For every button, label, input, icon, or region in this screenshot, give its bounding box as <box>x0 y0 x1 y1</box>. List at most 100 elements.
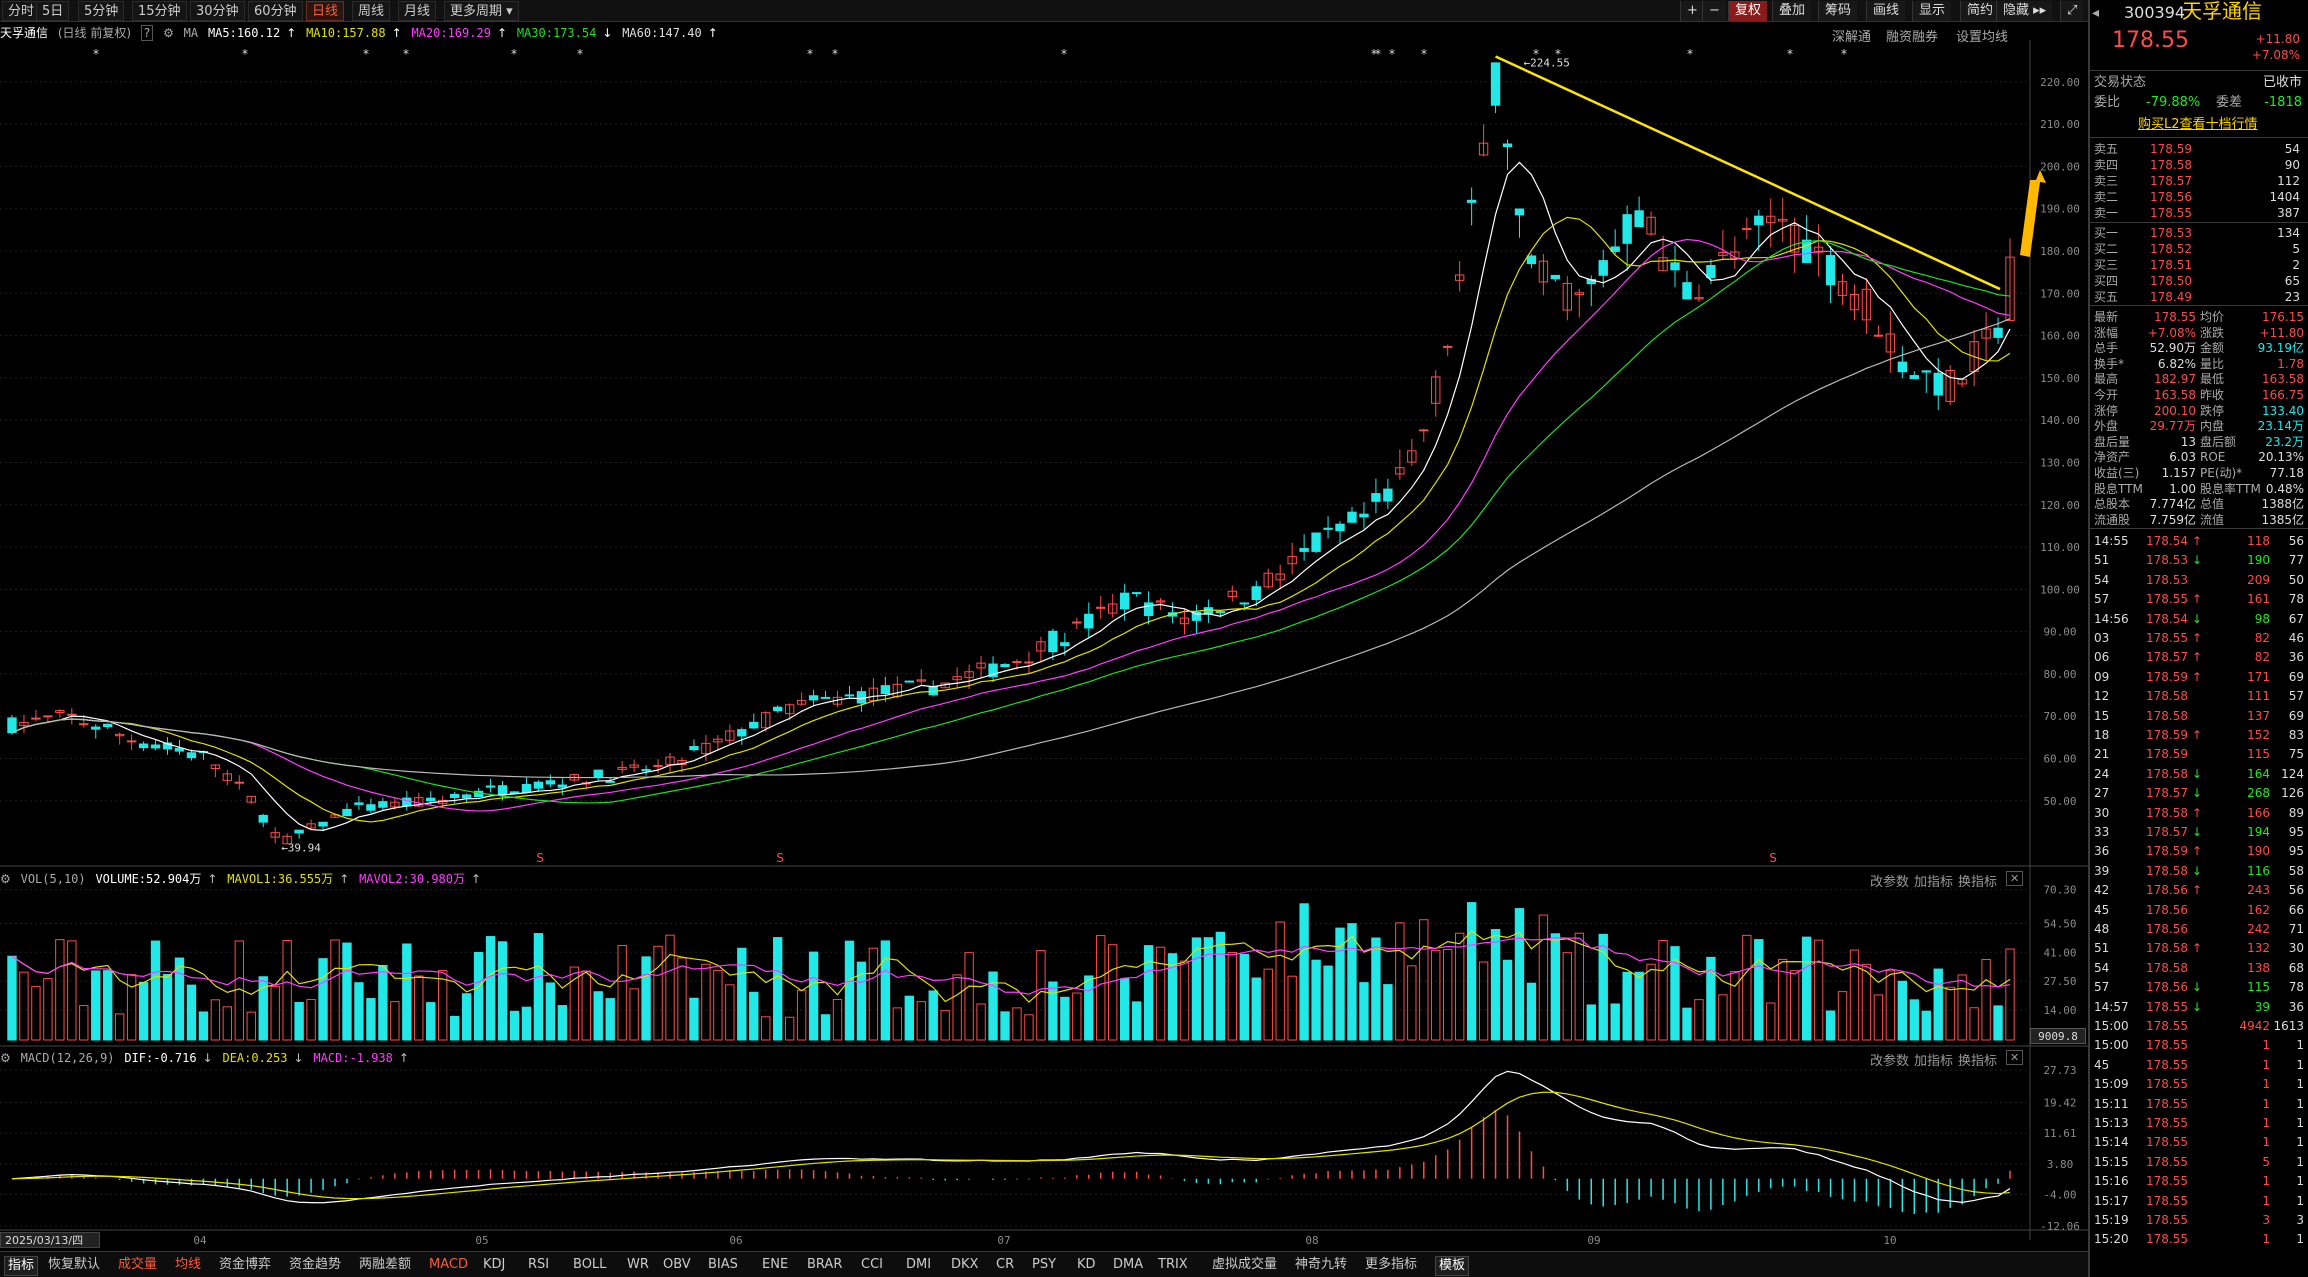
indicator-tab-1[interactable]: 恢复默认 <box>48 1257 101 1272</box>
toolbar-right-button-2[interactable]: 复权 <box>1728 1 1768 21</box>
period-9-button[interactable]: 更多周期 ▾ <box>444 1 519 21</box>
bid-label: 买五 <box>2094 290 2119 304</box>
indicator-tab-7[interactable]: MACD <box>429 1257 468 1272</box>
macd-dif: DIF:-0.716 <box>124 1051 197 1065</box>
period-0-button[interactable]: 分时 <box>2 1 41 21</box>
indicator-tab-20[interactable]: PSY <box>1032 1257 1057 1272</box>
candle-up <box>1155 600 1166 603</box>
indicator-tab-10[interactable]: BOLL <box>573 1257 607 1272</box>
sub-link-0[interactable]: 深解通 <box>1832 30 1872 45</box>
period-7-button[interactable]: 周线 <box>352 1 391 21</box>
low-annotation: ←39.94 <box>281 841 321 854</box>
indicator-tab-13[interactable]: BIAS <box>708 1257 738 1272</box>
macd-gear-icon[interactable]: ⚙ <box>0 1051 11 1065</box>
period-4-button[interactable]: 30分钟 <box>190 1 245 21</box>
candle-up <box>1227 590 1238 598</box>
indicator-tab-0[interactable]: 指标 <box>4 1256 39 1276</box>
volume-bar-down <box>988 971 998 1041</box>
toolbar-right-button-8[interactable]: 隐藏 ▸▸ <box>1996 1 2053 21</box>
toolbar-right-button-4[interactable]: 筹码 <box>1818 1 1858 21</box>
indicator-tab-3[interactable]: 均线 <box>175 1257 202 1272</box>
indicator-tab-15[interactable]: BRAR <box>807 1257 843 1272</box>
panel-link-1-2[interactable]: 换指标 <box>1958 1054 1998 1069</box>
period-1-button[interactable]: 5日 <box>36 1 70 21</box>
indicator-tab-14[interactable]: ENE <box>762 1257 789 1272</box>
toolbar-right-button-7[interactable]: 简约 <box>1960 1 2000 21</box>
tick-price: 178.59 <box>2146 728 2188 742</box>
tick-count: 57 <box>2288 689 2304 704</box>
tick-row: 45 178.55 1 1 <box>2090 1056 2308 1075</box>
toolbar-right-button-3[interactable]: 叠加 <box>1772 1 1812 21</box>
indicator-tab-4[interactable]: 资金博弈 <box>219 1257 272 1272</box>
indicator-tab-17[interactable]: DMI <box>906 1257 932 1272</box>
volume-bar-down <box>820 1014 831 1041</box>
indicator-tab-19[interactable]: CR <box>996 1257 1015 1272</box>
volume-bar-down <box>1359 982 1369 1041</box>
candle-down <box>1347 511 1357 523</box>
panel-link-1-1[interactable]: 加指标 <box>1914 1054 1954 1069</box>
indicator-tab-24[interactable]: 虚拟成交量 <box>1212 1257 1278 1272</box>
sub-link-1[interactable]: 融资融券 <box>1886 30 1939 45</box>
tick-volume: 1 <box>2262 1096 2270 1111</box>
help-icon[interactable]: ? <box>140 25 154 41</box>
panel-link-1-0[interactable]: 改参数 <box>1870 1054 1910 1069</box>
stat-label: 净资产 <box>2094 450 2131 465</box>
candle-up <box>114 733 125 737</box>
ask-volume: 54 <box>2284 142 2300 156</box>
candle-up <box>617 766 627 770</box>
volume-bar-down <box>904 995 914 1041</box>
panel-link-0-1[interactable]: 加指标 <box>1914 875 1954 890</box>
panel-link-0-2[interactable]: 换指标 <box>1958 875 1998 890</box>
toolbar-right-button-6[interactable]: 显示 <box>1912 1 1952 21</box>
indicator-tab-16[interactable]: CCI <box>861 1257 883 1272</box>
toolbar-right-button-1[interactable]: − <box>1702 1 1726 21</box>
period-5-button[interactable]: 60分钟 <box>248 1 303 21</box>
stock-change: +11.80 <box>2255 32 2300 46</box>
indicator-tab-21[interactable]: KD <box>1077 1257 1096 1272</box>
indicator-tab-2[interactable]: 成交量 <box>118 1257 158 1272</box>
sub-link-2[interactable]: 设置均线 <box>1956 30 2009 45</box>
candle-down <box>103 723 113 728</box>
panel-link-0-0[interactable]: 改参数 <box>1870 875 1910 890</box>
up-arrow-icon <box>2020 170 2046 257</box>
l2-link[interactable]: 购买L2查看十档行情 <box>2138 117 2258 132</box>
indicator-tab-23[interactable]: TRIX <box>1158 1257 1188 1272</box>
candle-up <box>1873 334 1884 337</box>
candle-down <box>1706 264 1716 279</box>
indicator-tab-25[interactable]: 神奇九转 <box>1295 1257 1348 1272</box>
period-8-button[interactable]: 月线 <box>398 1 437 21</box>
volume-gear-icon[interactable]: ⚙ <box>0 872 11 886</box>
period-6-button[interactable]: 日线 <box>306 1 345 21</box>
indicator-tab-11[interactable]: WR <box>627 1257 649 1272</box>
indicator-tab-18[interactable]: DKX <box>951 1257 979 1272</box>
toolbar-right-button-5[interactable]: 画线 <box>1866 1 1906 21</box>
indicator-tab-22[interactable]: DMA <box>1113 1257 1144 1272</box>
period-2-button[interactable]: 5分钟 <box>78 1 125 21</box>
indicator-tab-8[interactable]: KDJ <box>483 1257 506 1272</box>
indicator-tab-27[interactable]: 模板 <box>1435 1256 1470 1276</box>
indicator-tab-26[interactable]: 更多指标 <box>1365 1257 1418 1272</box>
ask-row: 卖二 178.56 1404 <box>2090 188 2308 204</box>
stat-label: 股息TTM <box>2094 481 2143 496</box>
period-3-button[interactable]: 15分钟 <box>132 1 187 21</box>
volume-bar-up <box>246 1011 256 1041</box>
price-tick-label: 80.00 <box>2043 668 2076 681</box>
chart-subtitle: (日线 前复权) <box>57 26 132 40</box>
indicator-tab-6[interactable]: 两融差额 <box>359 1257 412 1272</box>
toolbar-right-button-0[interactable]: + <box>1680 1 1704 21</box>
tick-price: 178.59 <box>2146 747 2188 762</box>
fullscreen-icon[interactable]: ⤢ <box>2060 1 2084 21</box>
tick-row: 51 178.53 ↓ 190 77 <box>2090 551 2308 570</box>
indicator-tab-12[interactable]: OBV <box>663 1257 691 1272</box>
indicator-tab-5[interactable]: 资金趋势 <box>289 1257 342 1272</box>
tick-count: 1 <box>2296 1038 2304 1053</box>
indicator-tab-9[interactable]: RSI <box>528 1257 550 1272</box>
volume-bar-down <box>449 1015 460 1041</box>
kline-chart-area[interactable]: 50.00 60.00 70.00 80.00 90.00 100.00 110.00 120… <box>0 0 2088 1251</box>
close-icon[interactable]: ✕ <box>2006 1050 2024 1065</box>
close-icon[interactable]: ✕ <box>2006 871 2024 886</box>
volume-bar-up <box>2005 948 2015 1041</box>
back-icon[interactable]: ◂ <box>2092 5 2100 21</box>
stat-value: 20.13% <box>2258 450 2304 465</box>
gear-icon[interactable]: ⚙ <box>163 26 174 40</box>
